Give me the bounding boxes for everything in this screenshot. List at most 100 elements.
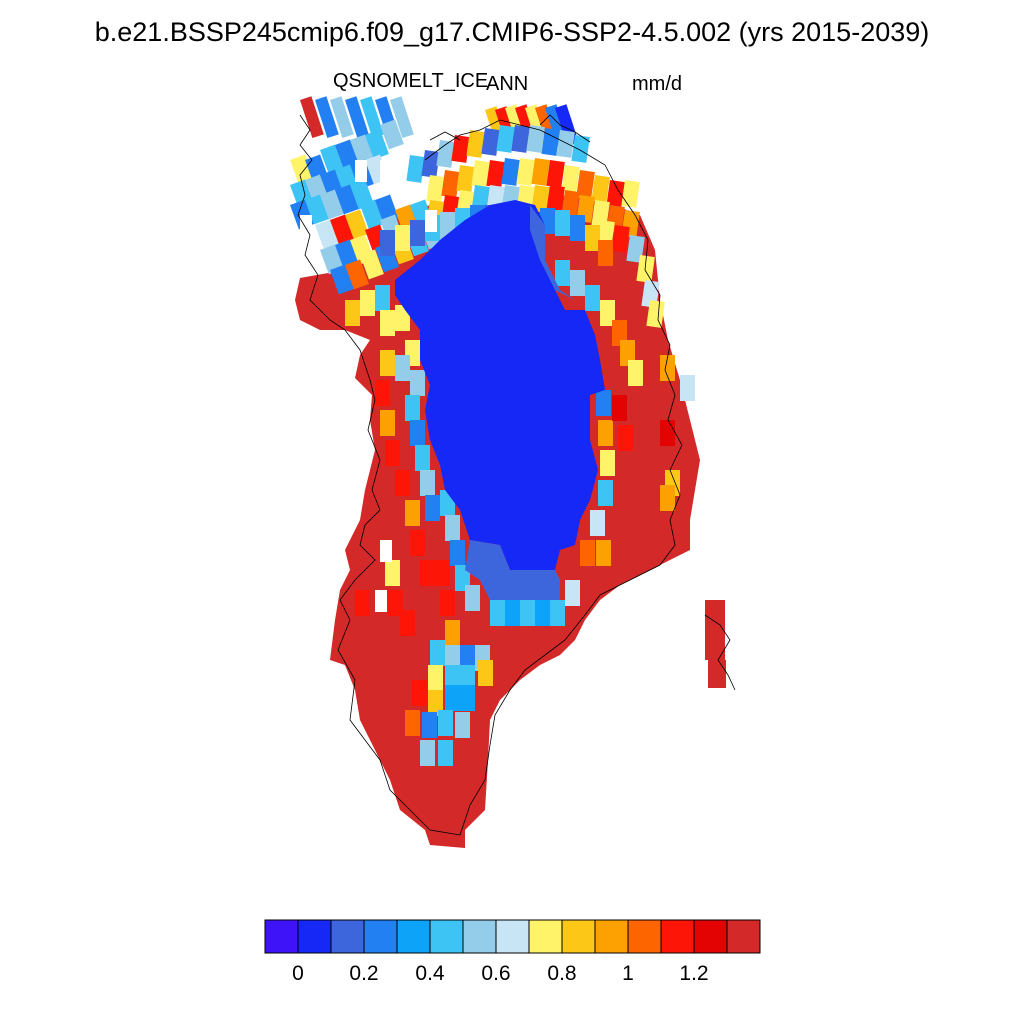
map-cell bbox=[555, 260, 570, 286]
colorbar-box bbox=[627, 919, 662, 954]
map-cell bbox=[420, 470, 435, 496]
map-cell bbox=[380, 160, 392, 182]
map-cell bbox=[344, 96, 369, 139]
map-cell bbox=[496, 124, 515, 153]
map-cell bbox=[591, 175, 610, 203]
map-cell bbox=[300, 215, 312, 237]
map-cell bbox=[520, 600, 535, 626]
colorbar-box bbox=[528, 919, 563, 954]
map-cell bbox=[612, 395, 627, 421]
map-cell bbox=[546, 184, 565, 213]
map-cell bbox=[596, 540, 611, 566]
map-cell bbox=[556, 129, 575, 158]
map-cell bbox=[516, 157, 535, 186]
map-cell bbox=[359, 96, 384, 139]
map-cell bbox=[600, 450, 615, 476]
map-cell bbox=[389, 96, 414, 139]
map-cell bbox=[395, 470, 410, 496]
colorbar-box bbox=[297, 919, 332, 954]
colorbar-box bbox=[660, 919, 695, 954]
map-cell bbox=[380, 540, 392, 562]
map-cell bbox=[628, 360, 643, 386]
map-cell bbox=[345, 259, 369, 290]
map-cell bbox=[456, 164, 475, 193]
map-cell bbox=[570, 270, 585, 296]
colorbar-box bbox=[396, 919, 431, 954]
colorbar-box bbox=[264, 919, 299, 954]
coastline bbox=[297, 114, 736, 836]
map-cell bbox=[335, 184, 359, 215]
map-cell bbox=[646, 300, 665, 328]
map-cell bbox=[478, 660, 493, 686]
map-cell bbox=[406, 155, 425, 183]
map-cell bbox=[388, 590, 403, 616]
colorbar-tick-label: 1 bbox=[622, 962, 634, 985]
colorbar-box bbox=[462, 919, 497, 954]
map-cell bbox=[415, 445, 430, 471]
map-grid-cells bbox=[290, 96, 726, 848]
colorbar-box bbox=[726, 919, 761, 954]
map-cell bbox=[380, 350, 395, 376]
map-cell bbox=[420, 740, 435, 766]
colorbar-box bbox=[594, 919, 629, 954]
map-cell bbox=[535, 600, 550, 626]
map-cell bbox=[481, 128, 500, 156]
map-cell bbox=[299, 96, 324, 139]
map-cell bbox=[410, 530, 425, 556]
map-region bbox=[465, 540, 560, 600]
map-cell bbox=[570, 215, 585, 241]
map-cell bbox=[385, 560, 400, 586]
map-cell bbox=[565, 580, 580, 606]
map-cell bbox=[445, 645, 460, 671]
map-cell bbox=[425, 210, 437, 232]
map-cell bbox=[526, 124, 545, 153]
map-cell bbox=[410, 220, 425, 246]
map-cell bbox=[360, 199, 384, 230]
map-cell bbox=[355, 160, 367, 182]
colorbar-box bbox=[363, 919, 398, 954]
map-cell bbox=[571, 135, 590, 163]
colorbar-box bbox=[561, 919, 596, 954]
map-cell bbox=[546, 160, 565, 188]
map-cell bbox=[428, 690, 443, 716]
map-cell bbox=[486, 160, 505, 188]
map-cell bbox=[471, 159, 490, 188]
map-cell bbox=[450, 540, 465, 566]
map-cell bbox=[400, 610, 415, 636]
map-cell bbox=[445, 620, 460, 646]
map-cell bbox=[412, 680, 427, 706]
map-region bbox=[530, 205, 575, 300]
map-cell bbox=[451, 135, 470, 163]
colorbar-tick-label: 0 bbox=[292, 962, 304, 985]
colorbar-box bbox=[429, 919, 464, 954]
colorbar-box bbox=[495, 919, 530, 954]
map-cell bbox=[422, 712, 437, 738]
map-cell bbox=[505, 600, 520, 626]
colorbar-tick-label: 0.6 bbox=[481, 962, 510, 985]
map-cell bbox=[445, 685, 460, 711]
colorbar-box bbox=[330, 919, 365, 954]
map-cell bbox=[455, 712, 470, 738]
map-cell bbox=[320, 144, 344, 175]
map-cell bbox=[460, 665, 475, 691]
map-cell bbox=[705, 600, 725, 630]
map-cell bbox=[490, 600, 505, 626]
map-cell bbox=[375, 380, 390, 406]
map-cell bbox=[314, 96, 339, 139]
map-cell bbox=[455, 565, 470, 591]
map-cell bbox=[345, 300, 360, 326]
map-cell bbox=[636, 254, 655, 283]
plot-title: b.e21.BSSP245cmip6.f09_g17.CMIP6-SSP2-4.… bbox=[94, 17, 930, 47]
colorbar-box bbox=[693, 919, 728, 954]
map-cell bbox=[580, 540, 595, 566]
map-cell bbox=[585, 225, 600, 251]
map-cell bbox=[365, 129, 389, 160]
map-cell bbox=[598, 420, 613, 446]
map-cell bbox=[600, 300, 615, 326]
map-cell bbox=[541, 127, 560, 156]
map-cell bbox=[385, 440, 400, 466]
colorbar-tick-label: 0.8 bbox=[547, 962, 576, 985]
map-cell bbox=[598, 240, 613, 266]
map-cell bbox=[350, 179, 374, 210]
variable-label: QSNOMELT_ICE bbox=[333, 70, 489, 92]
